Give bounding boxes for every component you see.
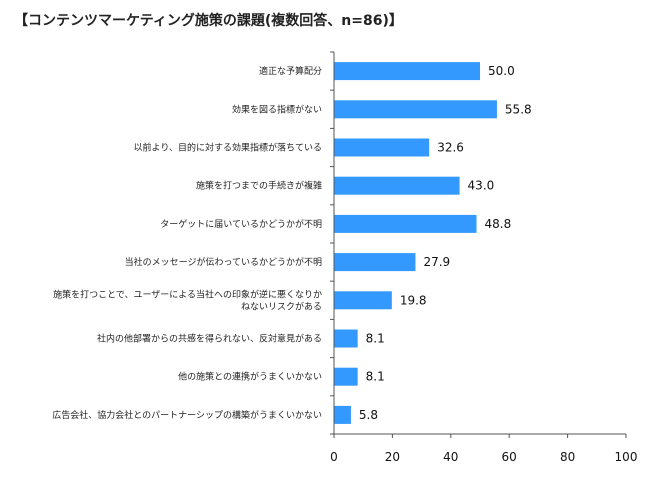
bar — [334, 291, 392, 310]
category-label: 効果を図る指標がない — [232, 103, 322, 115]
chart-title: 【コンテンツマーケティング施策の課題(複数回答、n=86)】 — [14, 13, 403, 29]
value-label: 48.8 — [484, 217, 511, 231]
x-tick-label: 100 — [615, 450, 638, 464]
category-label: 適正な予算配分 — [259, 65, 322, 77]
value-label: 8.1 — [366, 370, 385, 384]
x-tick-label: 80 — [560, 450, 575, 464]
bar — [334, 62, 480, 81]
category-label: 社内の他部署からの共感を得られない、反対意見がある — [97, 333, 322, 345]
bar — [334, 405, 351, 424]
bar — [334, 253, 416, 272]
category-label: 他の施策との連携がうまくいかない — [178, 371, 322, 383]
bar — [334, 329, 358, 348]
bar — [334, 138, 430, 157]
value-label: 8.1 — [366, 332, 385, 346]
bar — [334, 214, 477, 233]
category-label: 以前より、目的に対する効果指標が落ちている — [134, 142, 322, 154]
x-tick-label: 0 — [330, 450, 338, 464]
value-label: 19.8 — [400, 293, 427, 307]
x-tick-label: 20 — [385, 450, 400, 464]
value-label: 32.6 — [437, 141, 464, 155]
value-label: 43.0 — [468, 179, 495, 193]
category-label: ターゲットに届いているかどうかが不明 — [160, 218, 322, 230]
category-label: 施策を打つことで、ユーザーによる当社への印象が逆に悪くなりかねないリスクがある — [53, 288, 322, 312]
x-tick-label: 40 — [443, 450, 458, 464]
category-labels: 適正な予算配分効果を図る指標がない以前より、目的に対する効果指標が落ちている施策… — [52, 65, 322, 421]
bar — [334, 367, 358, 386]
value-label: 27.9 — [423, 255, 450, 269]
value-labels: 50.0 55.8 32.6 43.0 48.8 27.9 19.8 8.1 8.1 5.8 — [359, 64, 532, 422]
value-label: 5.8 — [359, 408, 378, 422]
value-label: 50.0 — [488, 64, 515, 78]
x-axis: 0 20 40 60 80 100 — [330, 51, 638, 464]
category-label: 広告会社、協力会社とのパートナーシップの構築がうまくいかない — [52, 409, 322, 421]
bar — [334, 176, 460, 195]
x-tick-label: 60 — [502, 450, 517, 464]
bars-layer — [334, 62, 497, 424]
category-label: 施策を打つまでの手続きが複雑 — [196, 180, 322, 192]
category-label: 当社のメッセージが伝わっているかどうかが不明 — [125, 256, 322, 268]
bar — [334, 100, 497, 119]
value-label: 55.8 — [505, 102, 532, 116]
